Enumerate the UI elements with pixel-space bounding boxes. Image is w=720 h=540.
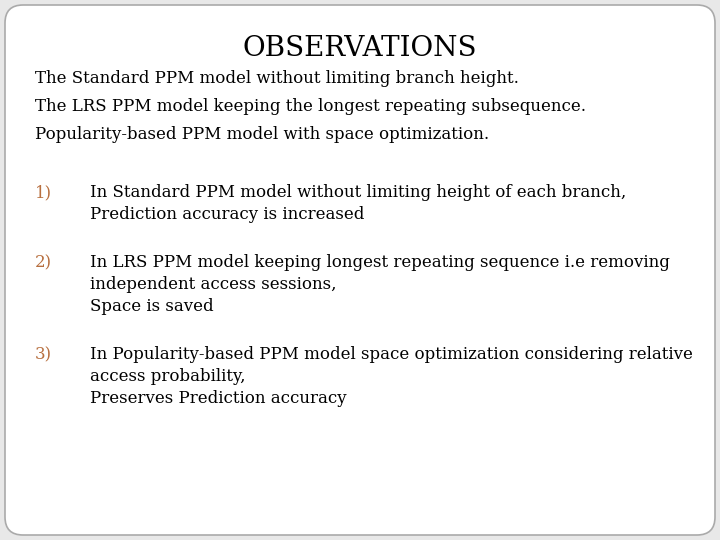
Text: In LRS PPM model keeping longest repeating sequence i.e removing: In LRS PPM model keeping longest repeati… — [90, 254, 670, 271]
Text: 3): 3) — [35, 346, 52, 363]
Text: Preserves Prediction accuracy: Preserves Prediction accuracy — [90, 390, 346, 407]
Text: 2): 2) — [35, 254, 52, 271]
FancyBboxPatch shape — [5, 5, 715, 535]
Text: Popularity-based PPM model with space optimization.: Popularity-based PPM model with space op… — [35, 126, 489, 143]
Text: Prediction accuracy is increased: Prediction accuracy is increased — [90, 206, 364, 223]
Text: independent access sessions,: independent access sessions, — [90, 276, 336, 293]
Text: Space is saved: Space is saved — [90, 298, 214, 315]
Text: In Standard PPM model without limiting height of each branch,: In Standard PPM model without limiting h… — [90, 184, 626, 201]
Text: The LRS PPM model keeping the longest repeating subsequence.: The LRS PPM model keeping the longest re… — [35, 98, 586, 115]
Text: In Popularity-based PPM model space optimization considering relative: In Popularity-based PPM model space opti… — [90, 346, 693, 363]
Text: 1): 1) — [35, 184, 52, 201]
Text: access probability,: access probability, — [90, 368, 246, 385]
Text: The Standard PPM model without limiting branch height.: The Standard PPM model without limiting … — [35, 70, 519, 87]
Text: OBSERVATIONS: OBSERVATIONS — [243, 35, 477, 62]
